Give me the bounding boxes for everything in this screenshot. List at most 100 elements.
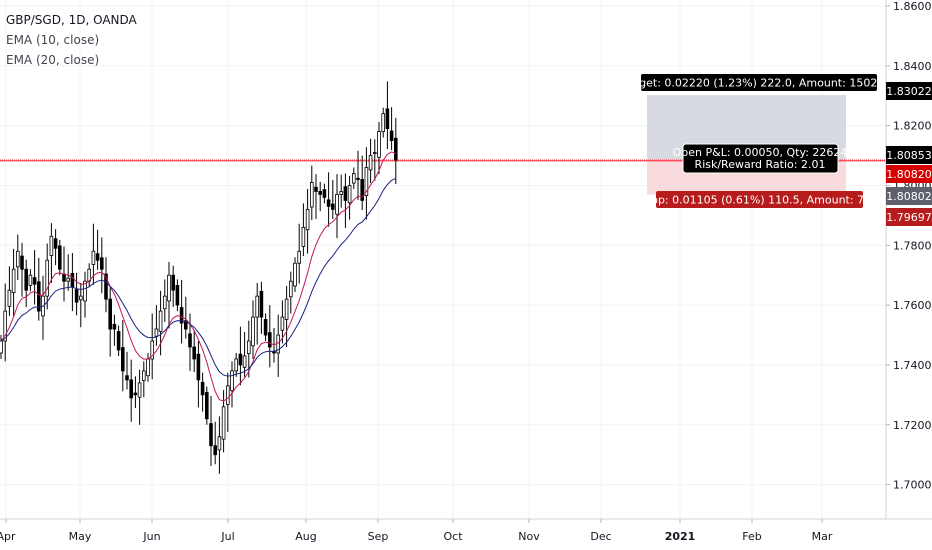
candle-body	[167, 274, 171, 302]
candle-body	[15, 250, 20, 268]
candle	[255, 282, 260, 345]
x-tick-label: Mar	[812, 530, 833, 543]
candle	[276, 314, 280, 377]
candle-body	[225, 385, 230, 405]
candle-body	[389, 130, 394, 141]
candle	[179, 279, 184, 344]
candle-body	[196, 353, 201, 381]
candle	[3, 283, 7, 362]
candle-body	[339, 191, 343, 195]
candle-body	[200, 381, 205, 396]
price-grid	[0, 0, 886, 519]
candle	[318, 181, 322, 212]
candle-body	[385, 108, 390, 130]
candle	[293, 257, 297, 292]
candle	[356, 150, 360, 200]
candle	[393, 117, 398, 184]
candle	[200, 372, 205, 412]
price-tag-bg	[886, 165, 932, 183]
candle	[238, 326, 243, 386]
target-info-bg	[641, 74, 877, 91]
candle-body	[154, 328, 159, 337]
candle	[11, 248, 16, 317]
candle	[309, 165, 314, 221]
pnl-info-bg	[682, 143, 839, 174]
candle-body	[175, 284, 180, 306]
x-tick-label: Dec	[590, 530, 611, 543]
price-tag-bg	[886, 146, 932, 164]
candle	[91, 223, 96, 285]
price-tag-bg	[886, 187, 932, 205]
candle-body	[121, 347, 125, 372]
candle	[45, 243, 49, 310]
target-info-tag: Target: 0.02220 (1.23%) 222.0, Amount: 1…	[622, 74, 895, 91]
candle-body	[11, 268, 16, 293]
candle-body	[242, 355, 247, 368]
candle-body	[356, 177, 360, 180]
candle-body	[70, 273, 75, 288]
x-tick-label: Sep	[368, 530, 389, 543]
candle-body	[288, 280, 293, 298]
candle	[116, 325, 121, 356]
candles-layer	[0, 81, 398, 474]
candle	[58, 239, 62, 276]
candle-body	[53, 238, 58, 249]
candle-body	[377, 131, 381, 158]
legend-title: GBP/SGD, 1D, OANDA	[6, 13, 137, 27]
candle-body	[230, 370, 234, 392]
price-tag-text: 1.80853	[886, 149, 932, 162]
candle-body	[83, 280, 87, 302]
candle-body	[32, 277, 37, 285]
candle	[381, 107, 385, 138]
candle	[49, 223, 54, 283]
candle-body	[179, 307, 184, 324]
candle-body	[104, 273, 108, 300]
candle-body	[309, 182, 314, 208]
candle-body	[37, 281, 41, 312]
candle	[221, 390, 226, 453]
candle-body	[95, 253, 100, 261]
legend-ema-10: EMA (10, close)	[6, 33, 100, 47]
candle	[305, 189, 310, 254]
candle	[204, 386, 209, 425]
x-tick-label: 2021	[665, 530, 696, 543]
candle	[53, 229, 58, 266]
y-tick-label: 1.78000	[893, 239, 932, 252]
candle	[112, 314, 117, 346]
candle-body	[293, 262, 297, 287]
candle	[37, 257, 41, 321]
candle-body	[183, 320, 188, 330]
candle	[360, 155, 364, 210]
y-tick-label: 1.82000	[893, 120, 932, 133]
candle	[242, 332, 247, 377]
candle	[364, 147, 369, 220]
candle-body	[66, 277, 71, 282]
candle-body	[267, 332, 272, 348]
candle	[225, 372, 230, 432]
candle-body	[259, 290, 264, 318]
x-tick-label: May	[69, 530, 92, 543]
y-tick-label: 1.76000	[893, 299, 932, 312]
price-tag-text: 1.83022	[886, 85, 932, 98]
price-tag-bg	[886, 208, 932, 226]
candle	[339, 174, 343, 208]
candle-body	[284, 298, 289, 320]
candle-body	[360, 179, 364, 201]
candle-body	[171, 274, 176, 291]
candle-body	[24, 268, 28, 291]
candle	[301, 203, 306, 257]
candle	[326, 172, 331, 227]
price-tag-text: 1.79697	[886, 211, 932, 224]
y-tick-label: 1.74000	[893, 359, 932, 372]
candle-body	[58, 245, 62, 270]
x-tick-label: Apr	[0, 530, 16, 543]
price-tag-text: 1.80802	[886, 190, 932, 203]
price-axis-labels: 1.83022 1.80853 1.80820 1.80802 1.79697	[886, 82, 932, 226]
candle-body	[125, 375, 129, 381]
candle	[343, 173, 348, 228]
candle-body	[351, 173, 356, 184]
candle	[150, 313, 155, 380]
candle-body	[150, 340, 155, 360]
x-tick-label: Nov	[518, 530, 540, 543]
